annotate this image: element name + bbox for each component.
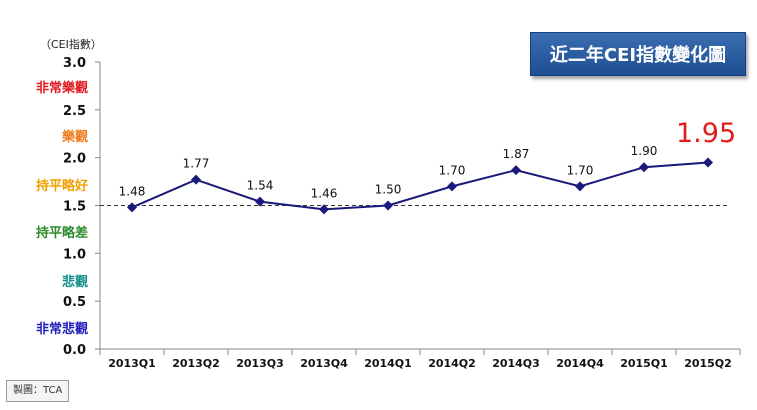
data-point-marker (575, 181, 585, 192)
unit-label: （CEI指數） (40, 38, 102, 51)
data-point-marker (255, 196, 265, 207)
data-point-marker (319, 204, 329, 215)
x-tick-label: 2013Q1 (108, 357, 156, 370)
series-line (131, 161, 709, 211)
y-tick-label: 2.0 (63, 152, 86, 167)
chart-title: 近二年CEI指數變化圖 (530, 32, 746, 76)
data-point-marker (511, 165, 521, 176)
data-label: 1.48 (119, 184, 146, 198)
band-label-very-pessimistic: 非常悲觀 (35, 322, 88, 337)
band-label-flat-bad: 持平略差 (35, 226, 88, 241)
x-tick-label: 2014Q1 (364, 357, 412, 370)
data-point-marker (703, 157, 713, 168)
y-tick-label: 3.0 (63, 56, 86, 71)
data-label: 1.70 (439, 163, 466, 177)
data-point-marker (639, 162, 649, 173)
y-tick-label: 1.0 (63, 247, 86, 262)
x-tick-label: 2015Q1 (620, 357, 668, 370)
x-tick-label: 2014Q2 (428, 357, 476, 370)
band-label-very-optimistic: 非常樂觀 (35, 81, 88, 96)
x-tick-label: 2015Q2 (684, 357, 732, 370)
data-point-marker (127, 202, 137, 213)
credit-label: 製圖：TCA (6, 380, 70, 402)
y-tick-label: 0.0 (63, 343, 86, 358)
x-tick-label: 2013Q3 (236, 357, 284, 370)
data-point-marker (383, 200, 393, 211)
data-label: 1.70 (567, 163, 594, 177)
y-tick-label: 2.5 (63, 104, 86, 119)
latest-value-highlight: 1.95 (676, 118, 737, 149)
band-label-optimistic: 樂觀 (61, 130, 88, 145)
x-tick-label: 2013Q2 (172, 357, 220, 370)
y-tick-label: 0.5 (63, 295, 86, 310)
x-tick-label: 2014Q4 (556, 357, 604, 370)
data-label: 1.90 (631, 144, 658, 158)
data-point-marker (447, 181, 457, 192)
x-tick-label: 2014Q3 (492, 357, 540, 370)
data-label: 1.77 (183, 157, 210, 171)
y-tick-label: 1.5 (63, 200, 86, 215)
data-label: 1.54 (247, 179, 274, 193)
data-label: 1.50 (375, 183, 402, 197)
data-point-marker (191, 174, 201, 185)
x-tick-label: 2013Q4 (300, 357, 348, 370)
data-label: 1.46 (311, 186, 338, 200)
band-label-flat-good: 持平略好 (35, 179, 88, 194)
data-label: 1.87 (503, 147, 530, 161)
band-label-pessimistic: 悲觀 (61, 275, 88, 290)
